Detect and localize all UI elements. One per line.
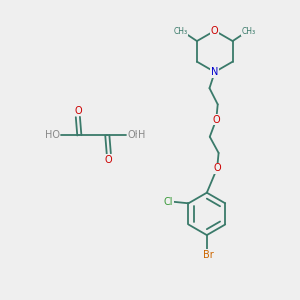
Text: O: O bbox=[105, 155, 112, 165]
Text: H: H bbox=[138, 130, 145, 140]
Text: OH: OH bbox=[128, 130, 143, 140]
Text: HO: HO bbox=[45, 130, 60, 140]
Text: Br: Br bbox=[203, 250, 214, 260]
Text: N: N bbox=[211, 67, 218, 77]
Text: CH₃: CH₃ bbox=[242, 26, 256, 35]
Text: O: O bbox=[74, 106, 82, 116]
Text: Cl: Cl bbox=[164, 197, 173, 207]
Text: O: O bbox=[213, 163, 221, 173]
Text: O: O bbox=[212, 115, 220, 125]
Text: CH₃: CH₃ bbox=[174, 26, 188, 35]
Text: O: O bbox=[211, 26, 219, 36]
